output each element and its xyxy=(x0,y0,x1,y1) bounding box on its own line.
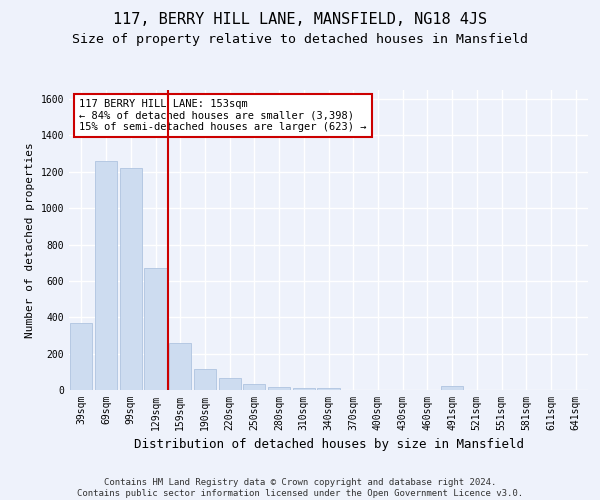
Bar xyxy=(169,342,191,390)
Bar xyxy=(70,322,92,390)
Bar xyxy=(268,386,290,390)
Text: 117, BERRY HILL LANE, MANSFIELD, NG18 4JS: 117, BERRY HILL LANE, MANSFIELD, NG18 4J… xyxy=(113,12,487,28)
Text: Size of property relative to detached houses in Mansfield: Size of property relative to detached ho… xyxy=(72,32,528,46)
Bar xyxy=(317,388,340,390)
Text: Contains HM Land Registry data © Crown copyright and database right 2024.
Contai: Contains HM Land Registry data © Crown c… xyxy=(77,478,523,498)
Bar xyxy=(293,388,315,390)
Bar xyxy=(218,378,241,390)
X-axis label: Distribution of detached houses by size in Mansfield: Distribution of detached houses by size … xyxy=(133,438,523,452)
Bar xyxy=(145,268,167,390)
Bar xyxy=(95,161,117,390)
Bar xyxy=(441,386,463,390)
Bar xyxy=(194,369,216,390)
Bar xyxy=(119,168,142,390)
Bar xyxy=(243,384,265,390)
Text: 117 BERRY HILL LANE: 153sqm
← 84% of detached houses are smaller (3,398)
15% of : 117 BERRY HILL LANE: 153sqm ← 84% of det… xyxy=(79,99,367,132)
Y-axis label: Number of detached properties: Number of detached properties xyxy=(25,142,35,338)
